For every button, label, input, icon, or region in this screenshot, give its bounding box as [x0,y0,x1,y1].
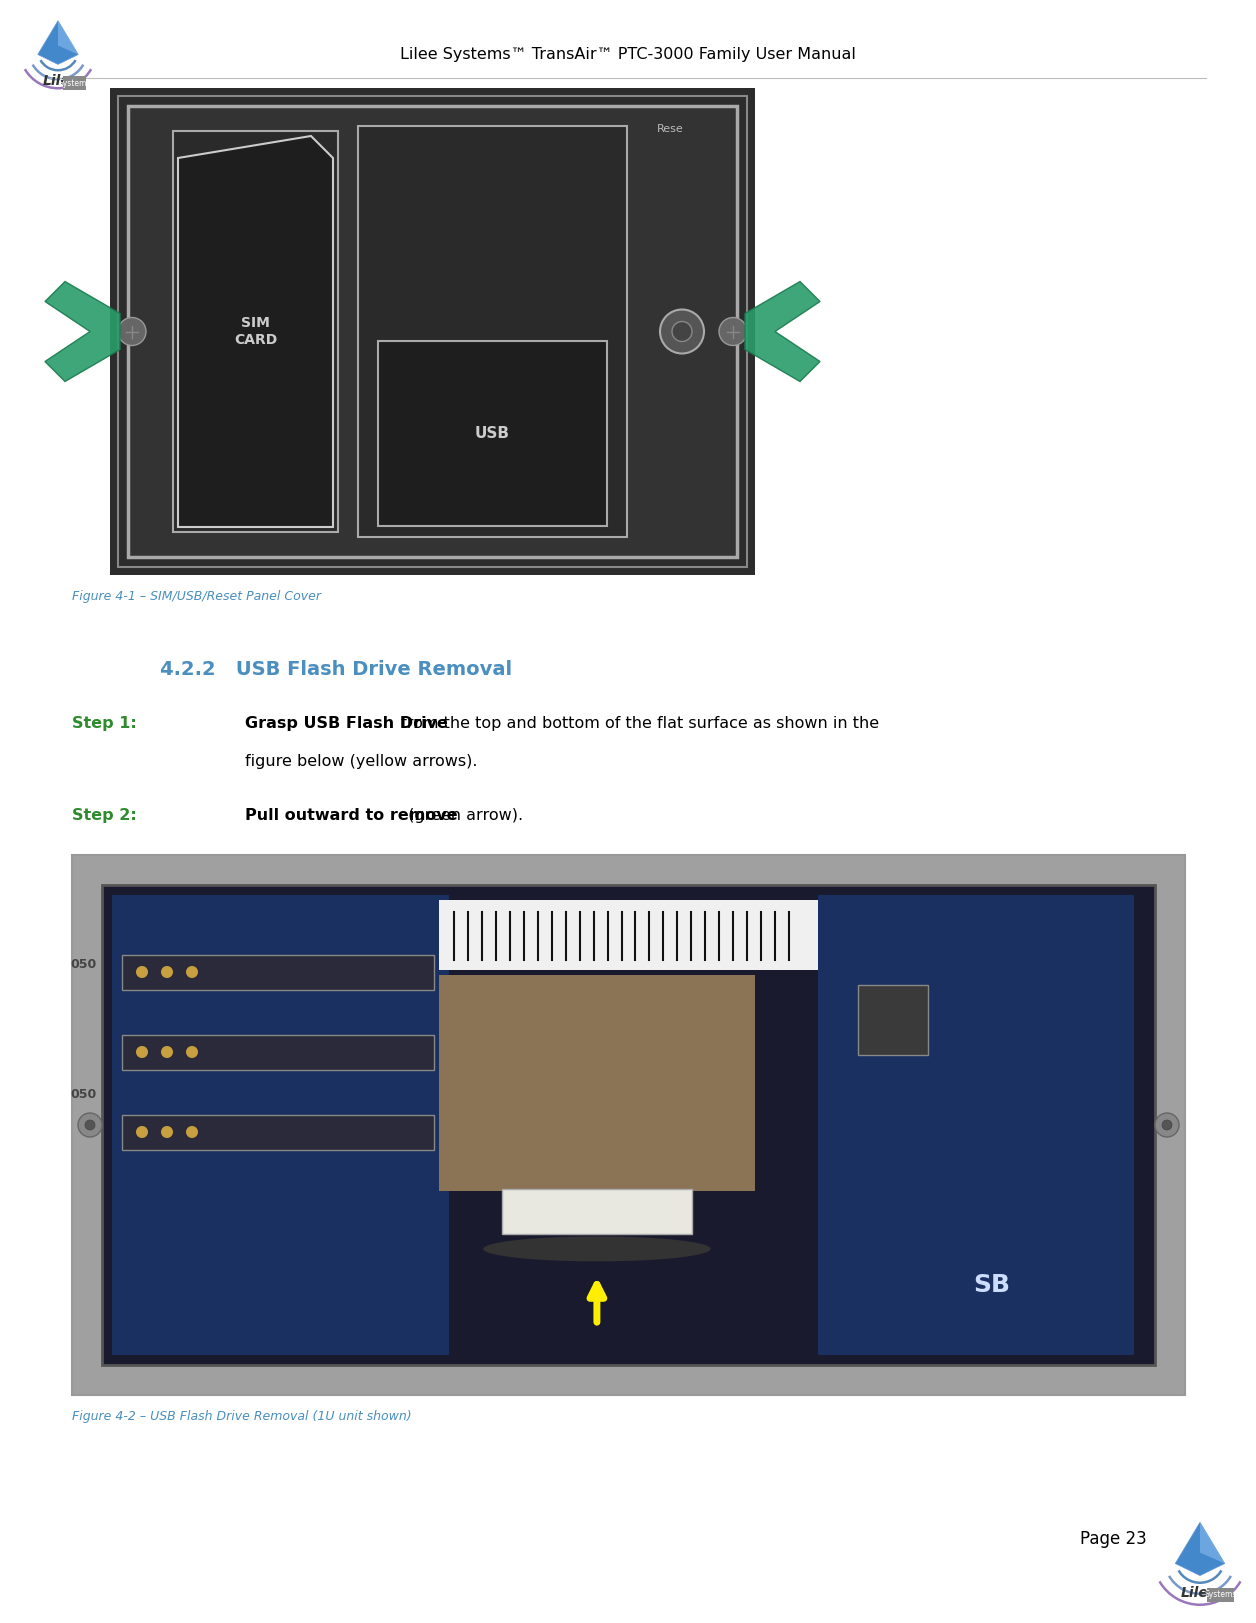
Bar [358,127,627,537]
Circle shape [136,1126,148,1138]
Circle shape [659,310,705,354]
Bar [122,1035,435,1070]
Text: SIM
CARD: SIM CARD [234,316,278,347]
Circle shape [186,966,198,979]
Text: Step 1:: Step 1: [72,716,137,730]
Bar [128,105,737,557]
Circle shape [118,318,146,346]
Circle shape [161,966,173,979]
Bar [173,131,338,532]
Circle shape [718,318,747,346]
Bar [112,894,448,1355]
Text: Lilee: Lilee [1181,1586,1218,1600]
Text: Rese: Rese [657,123,683,135]
Text: Figure 4-1 – SIM/USB/Reset Panel Cover: Figure 4-1 – SIM/USB/Reset Panel Cover [72,591,322,604]
Bar [111,88,755,575]
Text: Lilee: Lilee [43,75,79,88]
Bar [818,894,1134,1355]
Text: figure below (yellow arrows).: figure below (yellow arrows). [245,755,477,769]
Text: 4.2.2   USB Flash Drive Removal: 4.2.2 USB Flash Drive Removal [160,661,512,678]
Polygon shape [1176,1522,1225,1576]
Text: Systems: Systems [59,80,90,88]
Circle shape [161,1045,173,1058]
Bar [858,985,928,1055]
Circle shape [1156,1113,1179,1138]
Polygon shape [38,21,78,65]
Bar [118,96,747,566]
Text: Grasp USB Flash Drive: Grasp USB Flash Drive [245,716,448,730]
Circle shape [672,321,692,341]
Text: (green arrow).: (green arrow). [403,808,524,823]
Text: USB: USB [475,425,510,441]
Circle shape [136,966,148,979]
Bar [502,1190,692,1233]
Bar [102,885,1156,1365]
Text: SB: SB [973,1272,1010,1297]
Bar [72,855,1184,1396]
Circle shape [186,1126,198,1138]
Bar [378,341,607,526]
Bar [122,1115,435,1151]
Polygon shape [58,21,78,55]
Bar [1207,1587,1235,1602]
Polygon shape [1199,1522,1225,1563]
Circle shape [78,1113,102,1138]
Text: Page 23: Page 23 [1080,1530,1147,1548]
Circle shape [161,1126,173,1138]
Bar [438,901,818,971]
Text: Lilee Systems™ TransAir™ PTC-3000 Family User Manual: Lilee Systems™ TransAir™ PTC-3000 Family… [401,47,855,63]
Text: Step 2:: Step 2: [72,808,137,823]
Text: 050: 050 [70,959,97,972]
Circle shape [136,1045,148,1058]
Text: Figure 4-2 – USB Flash Drive Removal (1U unit shown): Figure 4-2 – USB Flash Drive Removal (1U… [72,1410,412,1423]
Polygon shape [745,281,820,381]
Text: Pull outward to remove: Pull outward to remove [245,808,457,823]
Circle shape [186,1045,198,1058]
Text: from the top and bottom of the flat surface as shown in the: from the top and bottom of the flat surf… [396,716,879,730]
Ellipse shape [484,1237,711,1261]
Circle shape [85,1120,95,1130]
Bar [122,954,435,990]
Text: 050: 050 [70,1089,97,1102]
Polygon shape [45,281,121,381]
Bar [438,975,755,1191]
Bar [63,76,85,91]
Circle shape [1162,1120,1172,1130]
Polygon shape [178,136,333,527]
Text: Systems: Systems [1205,1591,1237,1599]
